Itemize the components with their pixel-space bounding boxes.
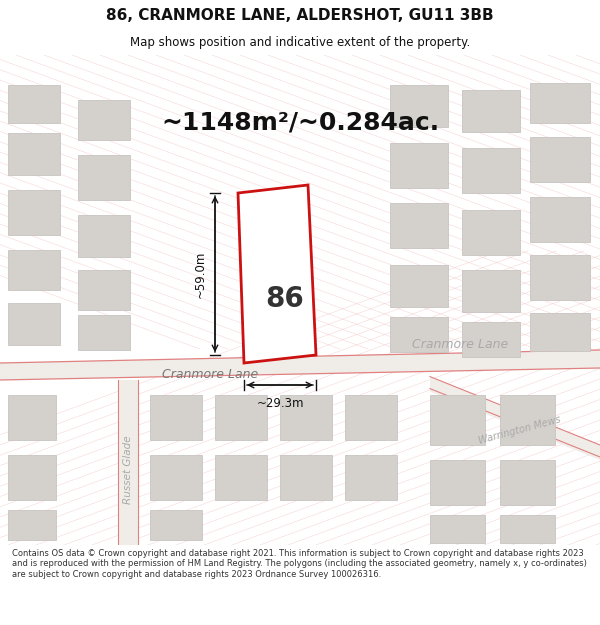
Bar bbox=[390, 265, 448, 307]
Bar bbox=[430, 515, 485, 543]
Polygon shape bbox=[430, 377, 600, 460]
Polygon shape bbox=[0, 350, 600, 380]
Bar bbox=[215, 455, 267, 500]
Bar bbox=[8, 85, 60, 123]
Bar bbox=[78, 155, 130, 200]
Bar bbox=[345, 395, 397, 440]
Bar bbox=[462, 148, 520, 193]
Bar bbox=[78, 215, 130, 257]
Bar bbox=[462, 322, 520, 357]
Bar bbox=[530, 137, 590, 182]
Text: Map shows position and indicative extent of the property.: Map shows position and indicative extent… bbox=[130, 36, 470, 49]
Bar bbox=[345, 455, 397, 500]
Bar bbox=[430, 460, 485, 505]
Bar bbox=[118, 380, 138, 545]
Bar bbox=[8, 133, 60, 175]
Text: ~59.0m: ~59.0m bbox=[194, 250, 207, 298]
Bar bbox=[530, 313, 590, 351]
Text: Russet Glade: Russet Glade bbox=[123, 436, 133, 504]
Bar bbox=[8, 303, 60, 345]
Bar bbox=[500, 395, 555, 445]
Bar bbox=[462, 270, 520, 312]
Bar bbox=[530, 83, 590, 123]
Bar bbox=[462, 90, 520, 132]
Text: 86, CRANMORE LANE, ALDERSHOT, GU11 3BB: 86, CRANMORE LANE, ALDERSHOT, GU11 3BB bbox=[106, 8, 494, 23]
Text: ~1148m²/~0.284ac.: ~1148m²/~0.284ac. bbox=[161, 111, 439, 135]
Text: Cranmore Lane: Cranmore Lane bbox=[412, 339, 508, 351]
Bar bbox=[215, 395, 267, 440]
Bar bbox=[390, 317, 448, 352]
Bar bbox=[8, 250, 60, 290]
Bar bbox=[78, 270, 130, 310]
Text: Warrington Mews: Warrington Mews bbox=[478, 414, 562, 446]
Text: ~29.3m: ~29.3m bbox=[256, 397, 304, 410]
Bar bbox=[78, 100, 130, 140]
Text: Cranmore Lane: Cranmore Lane bbox=[162, 368, 258, 381]
Bar bbox=[530, 197, 590, 242]
Polygon shape bbox=[238, 185, 316, 363]
Bar bbox=[390, 143, 448, 188]
Bar bbox=[78, 315, 130, 350]
Bar bbox=[8, 455, 56, 500]
Bar bbox=[500, 515, 555, 543]
Bar bbox=[390, 203, 448, 248]
Bar bbox=[150, 395, 202, 440]
Bar bbox=[500, 460, 555, 505]
Bar bbox=[462, 210, 520, 255]
Bar bbox=[390, 85, 448, 127]
Bar bbox=[430, 395, 485, 445]
Bar bbox=[150, 455, 202, 500]
Bar bbox=[280, 455, 332, 500]
Bar bbox=[8, 395, 56, 440]
Text: 86: 86 bbox=[265, 285, 304, 313]
Bar bbox=[530, 255, 590, 300]
Bar bbox=[8, 510, 56, 540]
Text: Contains OS data © Crown copyright and database right 2021. This information is : Contains OS data © Crown copyright and d… bbox=[12, 549, 587, 579]
Bar bbox=[280, 395, 332, 440]
Bar bbox=[8, 190, 60, 235]
Bar bbox=[150, 510, 202, 540]
